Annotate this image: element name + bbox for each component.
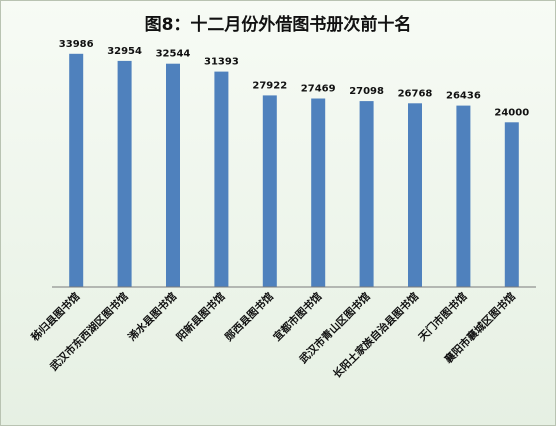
category-label-6: 宜都市图书馆 bbox=[271, 290, 325, 344]
chart-title: 图8：十二月份外借图书册次前十名 bbox=[144, 15, 412, 35]
bar-8 bbox=[408, 103, 422, 287]
category-label-9: 天门市图书馆 bbox=[416, 290, 470, 344]
bar-5 bbox=[262, 95, 277, 288]
data-label-4: 31393 bbox=[204, 57, 239, 68]
data-label-7: 27098 bbox=[349, 86, 384, 97]
data-label-10: 24000 bbox=[494, 107, 529, 118]
category-label-1: 秭归县图书馆 bbox=[28, 290, 83, 345]
category-label-3: 浠水县图书馆 bbox=[125, 290, 179, 344]
category-label-4: 阳新县图书馆 bbox=[174, 290, 228, 344]
bar-10 bbox=[504, 122, 519, 287]
data-label-1: 33986 bbox=[59, 39, 94, 50]
data-label-9: 26436 bbox=[446, 91, 481, 102]
bar-6 bbox=[311, 98, 326, 287]
data-label-5: 27922 bbox=[252, 80, 287, 91]
bar-9 bbox=[456, 105, 471, 287]
bar-7 bbox=[359, 101, 374, 287]
category-label-5: 郧西县图书馆 bbox=[222, 290, 276, 344]
data-label-6: 27469 bbox=[301, 84, 336, 95]
bar-2 bbox=[117, 60, 132, 288]
bar-1 bbox=[69, 53, 84, 287]
category-label-2: 武汉市东西湖区图书馆 bbox=[47, 290, 131, 374]
data-label-3: 32544 bbox=[156, 49, 191, 60]
data-label-2: 32954 bbox=[107, 46, 142, 57]
data-label-8: 26768 bbox=[398, 88, 433, 99]
bar-3 bbox=[166, 63, 180, 288]
bar-4 bbox=[214, 71, 229, 287]
category-label-8: 长阳土家族自治县图书馆 bbox=[330, 290, 421, 381]
